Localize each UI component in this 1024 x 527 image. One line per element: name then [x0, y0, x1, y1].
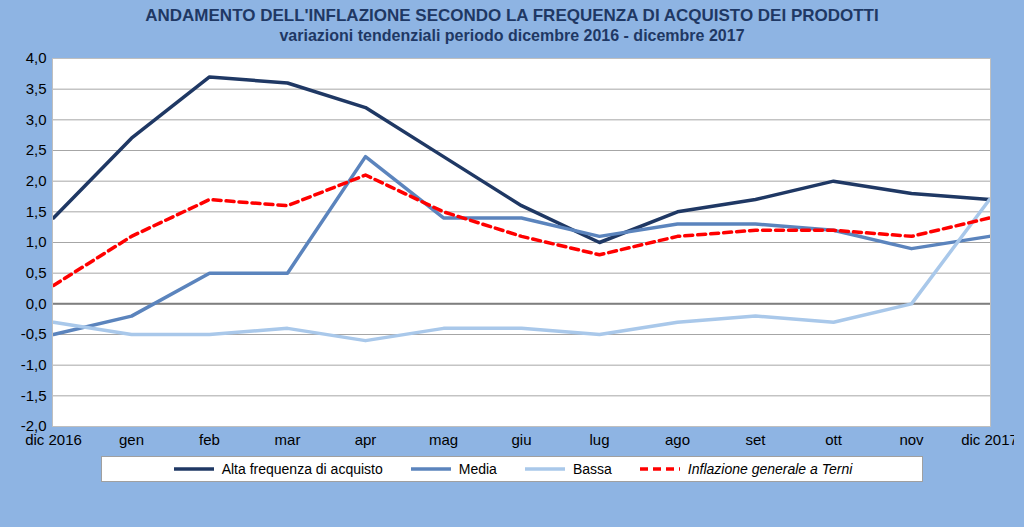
svg-text:dic 2016: dic 2016 [25, 431, 82, 448]
svg-text:-0,5: -0,5 [21, 325, 47, 342]
svg-text:set: set [745, 431, 766, 448]
svg-text:1,5: 1,5 [26, 203, 47, 220]
html-text:Inflazione generale a Terni: Inflazione generale a Terni [687, 461, 853, 477]
svg-text:gen: gen [119, 431, 144, 448]
svg-text:4,0: 4,0 [26, 50, 47, 66]
svg-text:mar: mar [275, 431, 301, 448]
svg-text:mag: mag [429, 431, 458, 448]
svg-text:-2,0: -2,0 [20, 417, 47, 435]
svg-text:0,5: 0,5 [26, 264, 47, 281]
svg-text:nov: nov [899, 431, 924, 448]
html-text:Alta frequenza di acquisto: Alta frequenza di acquisto [221, 461, 383, 477]
html-text:variazioni tendenziali periodo: variazioni tendenziali periodo dicembre … [279, 27, 745, 44]
svg-text:-1,0: -1,0 [21, 356, 47, 373]
html-text:ANDAMENTO DELL'INFLAZIONE SECO: ANDAMENTO DELL'INFLAZIONE SECONDO LA FRE… [145, 6, 879, 25]
html-text:Bassa: Bassa [572, 461, 612, 477]
svg-text:0,0: 0,0 [26, 295, 47, 312]
svg-text:feb: feb [199, 431, 220, 448]
html-text:Media: Media [458, 461, 497, 477]
svg-text:dic 2017: dic 2017 [961, 431, 1014, 448]
svg-text:ott: ott [825, 431, 843, 448]
svg-text:lug: lug [589, 431, 609, 448]
svg-text:giu: giu [511, 431, 531, 448]
svg-text:apr: apr [355, 431, 377, 448]
svg-text:2,0: 2,0 [26, 172, 47, 189]
svg-text:2,5: 2,5 [26, 141, 47, 158]
svg-text:3,0: 3,0 [26, 111, 47, 128]
svg-text:-1,5: -1,5 [21, 387, 47, 404]
svg-text:1,0: 1,0 [26, 233, 47, 250]
svg-text:3,5: 3,5 [26, 80, 47, 97]
svg-text:ago: ago [665, 431, 690, 448]
